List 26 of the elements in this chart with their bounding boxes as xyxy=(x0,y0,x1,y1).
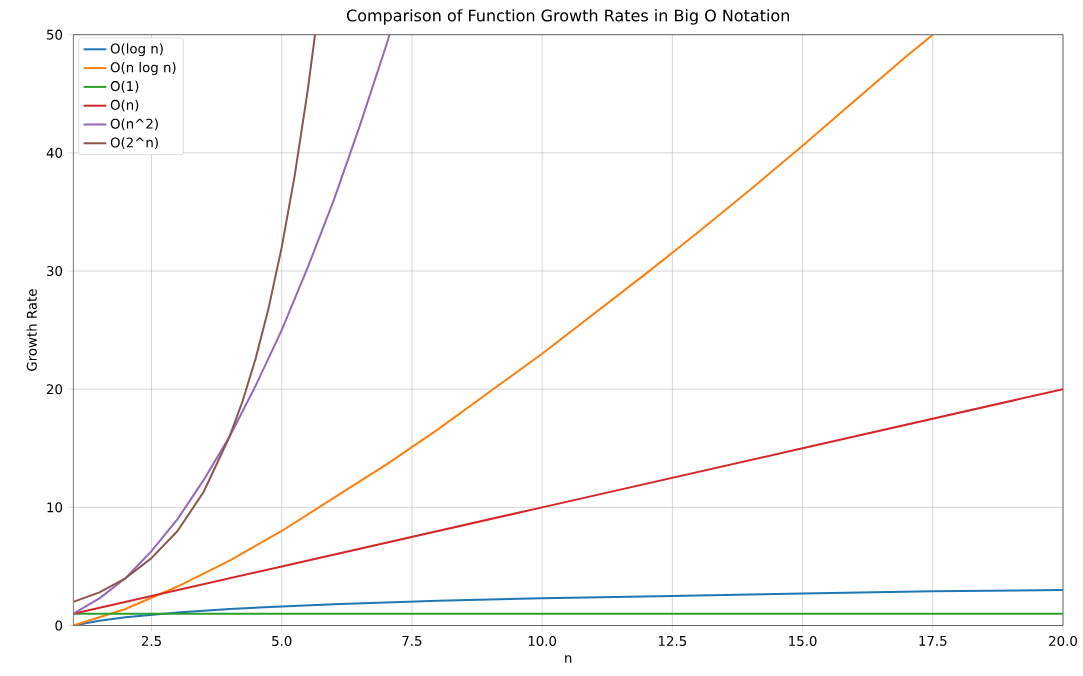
legend-label: O(2^n) xyxy=(110,137,158,149)
x-tick-label: 20.0 xyxy=(1049,635,1077,646)
y-tick-label: 20 xyxy=(46,384,63,395)
y-axis-title: Growth Rate xyxy=(26,289,37,371)
y-tick-label: 10 xyxy=(47,502,63,513)
y-tick-label: 40 xyxy=(46,147,63,158)
x-tick-label: 2.5 xyxy=(141,635,161,646)
x-tick-label: 12.5 xyxy=(658,635,687,646)
x-tick-label: 10.0 xyxy=(528,635,557,646)
legend-label: O(n) xyxy=(110,99,139,112)
legend-label: O(1) xyxy=(110,80,139,93)
y-tick-label: 30 xyxy=(47,265,63,276)
x-axis-title: n xyxy=(565,655,572,663)
legend-label: O(n log n) xyxy=(110,61,176,75)
x-tick-label: 5.0 xyxy=(272,635,292,646)
line-series xyxy=(73,34,317,603)
legend-label: O(n^2) xyxy=(110,118,158,131)
line-series xyxy=(73,34,391,615)
legend-label: O(log n) xyxy=(110,43,163,57)
y-tick-label: 50 xyxy=(47,29,63,40)
x-tick-label: 7.5 xyxy=(402,635,422,646)
line-series xyxy=(73,388,1063,615)
y-tick-label: 0 xyxy=(55,620,63,631)
chart-title: Comparison of Function Growth Rates in Big O Notation xyxy=(346,9,789,25)
x-tick-label: 15.0 xyxy=(789,635,817,646)
x-tick-label: 17.5 xyxy=(919,635,947,646)
